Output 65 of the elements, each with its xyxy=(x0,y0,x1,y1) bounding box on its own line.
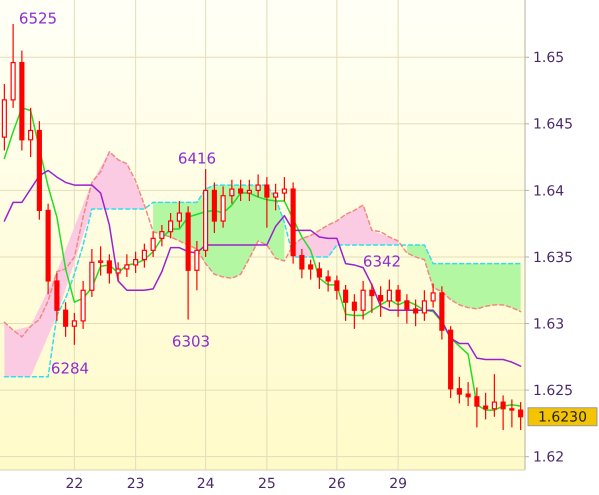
line-series xyxy=(4,107,522,411)
x-tick-label: 25 xyxy=(258,476,276,492)
candlestick xyxy=(238,179,244,202)
candlestick xyxy=(299,248,304,279)
candlestick xyxy=(483,392,488,420)
x-tick-label: 23 xyxy=(126,476,145,492)
y-tick-label: 1.625 xyxy=(533,383,574,400)
candlestick xyxy=(264,176,270,228)
y-tick-label: 1.64 xyxy=(533,183,564,200)
x-tick-label: 29 xyxy=(389,476,408,492)
candlestick xyxy=(256,174,261,198)
candlestick xyxy=(343,284,348,322)
candlestick xyxy=(72,312,77,346)
x-tick-label: 22 xyxy=(65,476,84,492)
y-tick-label: 1.645 xyxy=(533,116,574,133)
candlestick xyxy=(326,270,331,292)
candlestick xyxy=(316,262,322,290)
x-tick-label: 26 xyxy=(328,476,346,492)
candlestick xyxy=(124,254,130,278)
candlestick xyxy=(500,394,506,431)
candlestick xyxy=(413,298,418,327)
candlestick xyxy=(308,259,314,280)
candlestick xyxy=(369,283,374,314)
candlestick xyxy=(159,224,164,247)
candlestick xyxy=(246,179,252,202)
annotation: 6416 xyxy=(178,149,216,168)
candlestick xyxy=(176,200,182,228)
candlestick xyxy=(63,302,68,338)
candlestick xyxy=(509,398,514,428)
candlestick xyxy=(150,231,156,258)
candlestick xyxy=(386,279,392,308)
candlestick xyxy=(194,240,200,291)
candlestick xyxy=(106,254,112,284)
y-tick-label: 1.62 xyxy=(533,450,564,466)
candlestick xyxy=(466,382,471,407)
annotation: 6303 xyxy=(172,332,210,350)
candlestick xyxy=(360,280,366,320)
y-tick-label: 1.63 xyxy=(533,316,564,332)
candlestick xyxy=(142,243,147,268)
candlestick xyxy=(474,386,480,428)
annotation: 6342 xyxy=(362,252,402,270)
annotation: 6525 xyxy=(18,9,58,28)
candlestick xyxy=(492,374,497,418)
candlestick xyxy=(133,251,138,274)
candlestick xyxy=(282,176,287,202)
candlestick xyxy=(98,246,104,276)
candlestick xyxy=(229,179,234,204)
candlestick xyxy=(422,290,427,322)
text: 1.6230 xyxy=(538,410,587,426)
candlestick xyxy=(168,212,174,239)
candlestick xyxy=(352,294,357,330)
candlestick xyxy=(28,107,34,158)
candlestick xyxy=(396,284,401,318)
candlestick xyxy=(518,401,524,431)
candlestick xyxy=(273,183,278,211)
candlestick xyxy=(116,262,121,282)
y-tick-label: 1.65 xyxy=(533,50,564,66)
candlestick xyxy=(334,275,340,300)
candlestick xyxy=(430,283,436,308)
x-tick-label: 24 xyxy=(196,476,215,492)
candlestick xyxy=(378,286,384,318)
annotation: 6284 xyxy=(50,359,90,378)
candlestick xyxy=(404,294,410,324)
y-tick-label: 1.635 xyxy=(533,250,574,266)
candlestick xyxy=(456,376,462,404)
